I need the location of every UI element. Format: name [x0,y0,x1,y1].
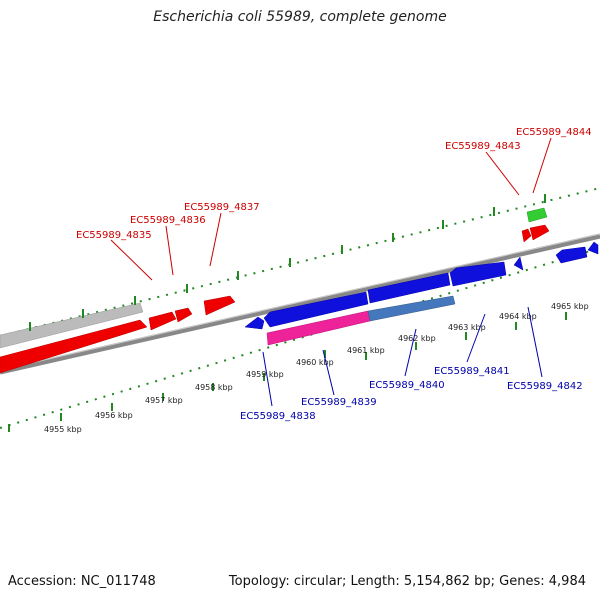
reverse-gene[interactable] [555,246,588,264]
accession-text: Accession: NC_011748 [8,574,156,589]
upper-tick-track [0,187,600,337]
gene-label: EC55989_4839 [301,397,377,408]
tick-label: 4955 kbp [44,425,82,434]
gene-label: EC55989_4844 [516,127,592,138]
pseudo-gene[interactable] [0,302,144,349]
tick-label: 4956 kbp [95,411,133,420]
tick-label: 4964 kbp [499,312,537,321]
gene-label: EC55989_4841 [434,366,510,377]
reverse-gene[interactable] [367,272,451,304]
forward-gene[interactable] [521,228,532,243]
tick-label: 4959 kbp [246,370,284,379]
forward-gene[interactable] [0,319,148,374]
gene-label: EC55989_4843 [445,141,521,152]
gene-label: EC55989_4835 [76,230,152,241]
forward-gene[interactable] [148,311,177,331]
lower-tick-track [0,247,600,429]
tick-label: 4960 kbp [296,358,334,367]
lower-major-ticks [8,312,567,432]
tick-label: 4962 kbp [398,334,436,343]
steelblue-feature[interactable] [367,295,456,322]
map-title: Escherichia coli 55989, complete genome [153,9,447,25]
genome-summary-text: Topology: circular; Length: 5,154,862 bp… [228,574,586,589]
tick-label: 4957 kbp [145,396,183,405]
reverse-gene[interactable] [244,316,265,330]
upper-major-ticks [29,194,546,331]
tick-label: 4965 kbp [551,302,589,311]
reverse-gene[interactable] [587,241,599,255]
reverse-gene[interactable] [263,291,369,328]
gene-label: EC55989_4842 [507,381,583,392]
gene-label: EC55989_4840 [369,380,445,391]
rna-gene[interactable] [526,207,548,223]
reverse-gene[interactable] [513,256,524,271]
forward-gene[interactable] [203,295,236,316]
forward-gene[interactable] [174,307,193,323]
gene-label: EC55989_4836 [130,215,206,226]
tick-label: 4958 kbp [195,383,233,392]
reverse-gene[interactable] [449,261,507,287]
backbone-line [0,233,600,375]
forward-gene[interactable] [529,224,550,241]
gene-label: EC55989_4838 [240,411,316,422]
tick-label: 4961 kbp [347,346,385,355]
gene-label: EC55989_4837 [184,202,260,213]
tick-label: 4963 kbp [448,323,486,332]
